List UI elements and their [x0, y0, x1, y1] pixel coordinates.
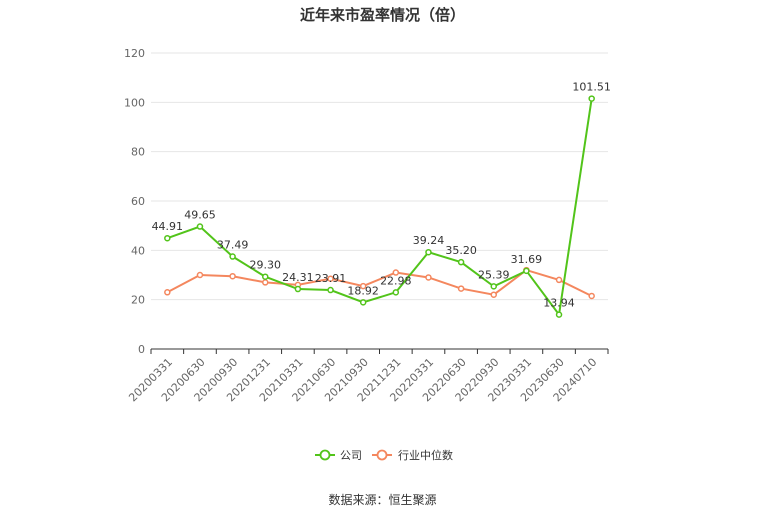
legend-company-marker: [319, 449, 331, 461]
data-label: 25.39: [478, 268, 510, 281]
data-point: [555, 311, 563, 318]
data-label: 35.20: [445, 244, 477, 257]
data-point: [555, 276, 563, 284]
data-label: 31.69: [511, 253, 543, 266]
y-tick-label: 60: [131, 195, 145, 208]
y-tick-label: 0: [138, 343, 145, 356]
data-point: [588, 95, 595, 102]
data-label: 23.91: [315, 272, 347, 285]
data-point: [523, 267, 530, 275]
data-point: [392, 269, 400, 276]
data-label: 44.91: [152, 220, 184, 233]
data-point: [490, 291, 497, 298]
data-label: 29.30: [250, 259, 282, 272]
data-label: 13.94: [543, 297, 575, 310]
data-point: [588, 292, 595, 300]
data-label: 24.31: [282, 271, 314, 284]
data-label: 101.51: [572, 81, 611, 94]
data-point: [457, 258, 465, 266]
data-label: 49.65: [184, 209, 216, 222]
data-point: [490, 283, 497, 290]
y-tick-label: 40: [131, 244, 145, 257]
data-point: [327, 286, 334, 294]
data-point: [425, 274, 432, 281]
legend-company-label: 公司: [340, 449, 362, 462]
y-tick-label: 20: [131, 294, 145, 307]
chart-title: 近年来市盈率情况（倍）: [299, 6, 465, 24]
data-point: [359, 299, 367, 306]
data-point: [262, 279, 269, 286]
data-point: [164, 234, 171, 242]
data-point: [164, 289, 171, 296]
series-line-company: [166, 98, 593, 318]
data-point: [229, 253, 236, 260]
data-point: [392, 289, 400, 296]
data-source: 数据来源：恒生聚源: [328, 493, 437, 507]
data-label: 22.98: [380, 274, 412, 287]
data-point: [229, 272, 236, 280]
data-point: [327, 275, 334, 282]
data-point: [196, 271, 204, 279]
data-label: 18.92: [347, 284, 379, 297]
data-point: [457, 285, 465, 292]
data-label: 37.49: [217, 239, 249, 252]
legend-industry-median-label: 行业中位数: [398, 448, 453, 462]
data-point: [294, 285, 302, 293]
y-tick-label: 80: [131, 146, 145, 159]
data-point: [425, 248, 432, 256]
y-tick-label: 100: [124, 96, 145, 109]
data-point: [359, 282, 367, 290]
data-point: [262, 273, 269, 280]
data-label: 39.24: [413, 234, 445, 247]
legend-industry-median-marker: [376, 449, 388, 461]
y-tick-label: 120: [124, 47, 145, 60]
data-point: [196, 223, 204, 230]
